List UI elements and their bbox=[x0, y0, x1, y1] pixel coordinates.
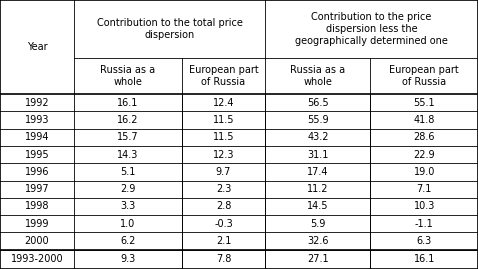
Text: 14.3: 14.3 bbox=[117, 150, 139, 160]
Text: 9.3: 9.3 bbox=[120, 254, 135, 264]
Text: -0.3: -0.3 bbox=[214, 219, 233, 229]
Text: 10.3: 10.3 bbox=[413, 201, 435, 211]
Text: 16.1: 16.1 bbox=[117, 98, 139, 108]
Text: 32.6: 32.6 bbox=[307, 236, 328, 246]
Text: 17.4: 17.4 bbox=[307, 167, 328, 177]
Text: 3.3: 3.3 bbox=[120, 201, 135, 211]
Text: 1999: 1999 bbox=[25, 219, 49, 229]
Text: 27.1: 27.1 bbox=[307, 254, 329, 264]
Text: 1994: 1994 bbox=[25, 132, 49, 142]
Text: European part
of Russia: European part of Russia bbox=[390, 65, 459, 87]
Text: 16.1: 16.1 bbox=[413, 254, 435, 264]
Text: 16.2: 16.2 bbox=[117, 115, 139, 125]
Text: 1997: 1997 bbox=[25, 184, 49, 194]
Text: Contribution to the total price
dispersion: Contribution to the total price dispersi… bbox=[97, 18, 243, 40]
Text: -1.1: -1.1 bbox=[415, 219, 434, 229]
Text: 11.5: 11.5 bbox=[213, 132, 234, 142]
Text: 1995: 1995 bbox=[25, 150, 49, 160]
Text: 28.6: 28.6 bbox=[413, 132, 435, 142]
Text: Russia as a
whole: Russia as a whole bbox=[290, 65, 346, 87]
Text: 11.2: 11.2 bbox=[307, 184, 328, 194]
Text: 2.9: 2.9 bbox=[120, 184, 136, 194]
Text: 2.1: 2.1 bbox=[216, 236, 231, 246]
Text: European part
of Russia: European part of Russia bbox=[189, 65, 258, 87]
Text: 7.8: 7.8 bbox=[216, 254, 231, 264]
Text: 12.3: 12.3 bbox=[213, 150, 234, 160]
Text: 7.1: 7.1 bbox=[416, 184, 432, 194]
Text: 2.8: 2.8 bbox=[216, 201, 231, 211]
Text: 5.1: 5.1 bbox=[120, 167, 136, 177]
Text: 15.7: 15.7 bbox=[117, 132, 139, 142]
Text: 11.5: 11.5 bbox=[213, 115, 234, 125]
Text: 9.7: 9.7 bbox=[216, 167, 231, 177]
Text: 1996: 1996 bbox=[25, 167, 49, 177]
Text: 6.2: 6.2 bbox=[120, 236, 136, 246]
Text: 1993-2000: 1993-2000 bbox=[11, 254, 64, 264]
Text: 2000: 2000 bbox=[25, 236, 49, 246]
Text: 14.5: 14.5 bbox=[307, 201, 328, 211]
Text: Russia as a
whole: Russia as a whole bbox=[100, 65, 155, 87]
Text: 19.0: 19.0 bbox=[413, 167, 435, 177]
Text: 43.2: 43.2 bbox=[307, 132, 328, 142]
Text: 5.9: 5.9 bbox=[310, 219, 326, 229]
Text: 31.1: 31.1 bbox=[307, 150, 328, 160]
Text: 56.5: 56.5 bbox=[307, 98, 329, 108]
Text: 22.9: 22.9 bbox=[413, 150, 435, 160]
Text: 55.1: 55.1 bbox=[413, 98, 435, 108]
Text: Contribution to the price
dispersion less the
geographically determined one: Contribution to the price dispersion les… bbox=[295, 12, 448, 46]
Text: 2.3: 2.3 bbox=[216, 184, 231, 194]
Text: Year: Year bbox=[27, 42, 47, 52]
Text: 6.3: 6.3 bbox=[417, 236, 432, 246]
Text: 41.8: 41.8 bbox=[413, 115, 435, 125]
Text: 1993: 1993 bbox=[25, 115, 49, 125]
Text: 1992: 1992 bbox=[25, 98, 49, 108]
Text: 12.4: 12.4 bbox=[213, 98, 234, 108]
Text: 55.9: 55.9 bbox=[307, 115, 329, 125]
Text: 1998: 1998 bbox=[25, 201, 49, 211]
Text: 1.0: 1.0 bbox=[120, 219, 135, 229]
